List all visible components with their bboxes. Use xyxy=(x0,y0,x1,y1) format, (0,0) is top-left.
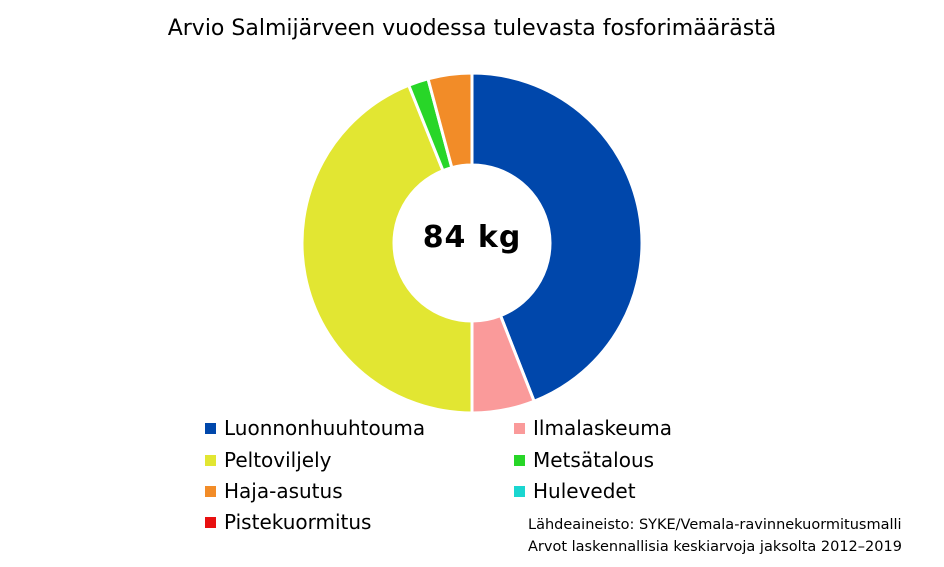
legend-item-peltoviljely: Peltoviljely xyxy=(205,447,332,473)
source-note: Lähdeaineisto: SYKE/Vemala-ravinnekuormi… xyxy=(528,514,902,558)
legend-swatch xyxy=(205,454,216,466)
center-total-label: 84 kg xyxy=(422,220,522,255)
slice-haja-asutus xyxy=(426,71,474,170)
slice-luonnonhuuhtouma xyxy=(470,71,644,403)
legend-item-haja-asutus: Haja-asutus xyxy=(205,478,343,504)
chart-title: Arvio Salmijärveen vuodessa tulevasta fo… xyxy=(167,16,777,41)
legend-swatch xyxy=(514,422,525,434)
legend-label: Peltoviljely xyxy=(224,448,332,472)
source-line: Lähdeaineisto: SYKE/Vemala-ravinnekuormi… xyxy=(528,517,902,533)
legend-swatch xyxy=(514,454,525,466)
legend-swatch xyxy=(205,516,216,528)
legend-swatch xyxy=(205,485,216,497)
legend-item-ilmalaskeuma: Ilmalaskeuma xyxy=(514,415,672,441)
legend-label: Hulevedet xyxy=(533,479,636,503)
legend-item-luonnonhuuhtouma: Luonnonhuuhtouma xyxy=(205,415,425,441)
legend-label: Haja-asutus xyxy=(224,479,343,503)
legend-item-metsatalous: Metsätalous xyxy=(514,447,654,473)
slice-peltoviljely xyxy=(300,83,474,415)
legend-label: Metsätalous xyxy=(533,448,655,472)
legend-swatch xyxy=(514,485,525,497)
legend-label: Pistekuormitus xyxy=(224,510,372,534)
legend-swatch xyxy=(205,422,216,434)
legend-item-pistekuormitus: Pistekuormitus xyxy=(205,509,371,535)
legend-label: Ilmalaskeuma xyxy=(533,416,673,440)
legend-label: Luonnonhuuhtouma xyxy=(224,416,426,440)
source-line: Arvot laskennallisia keskiarvoja jaksolt… xyxy=(528,539,902,555)
legend-item-hulevedet: Hulevedet xyxy=(514,478,636,504)
